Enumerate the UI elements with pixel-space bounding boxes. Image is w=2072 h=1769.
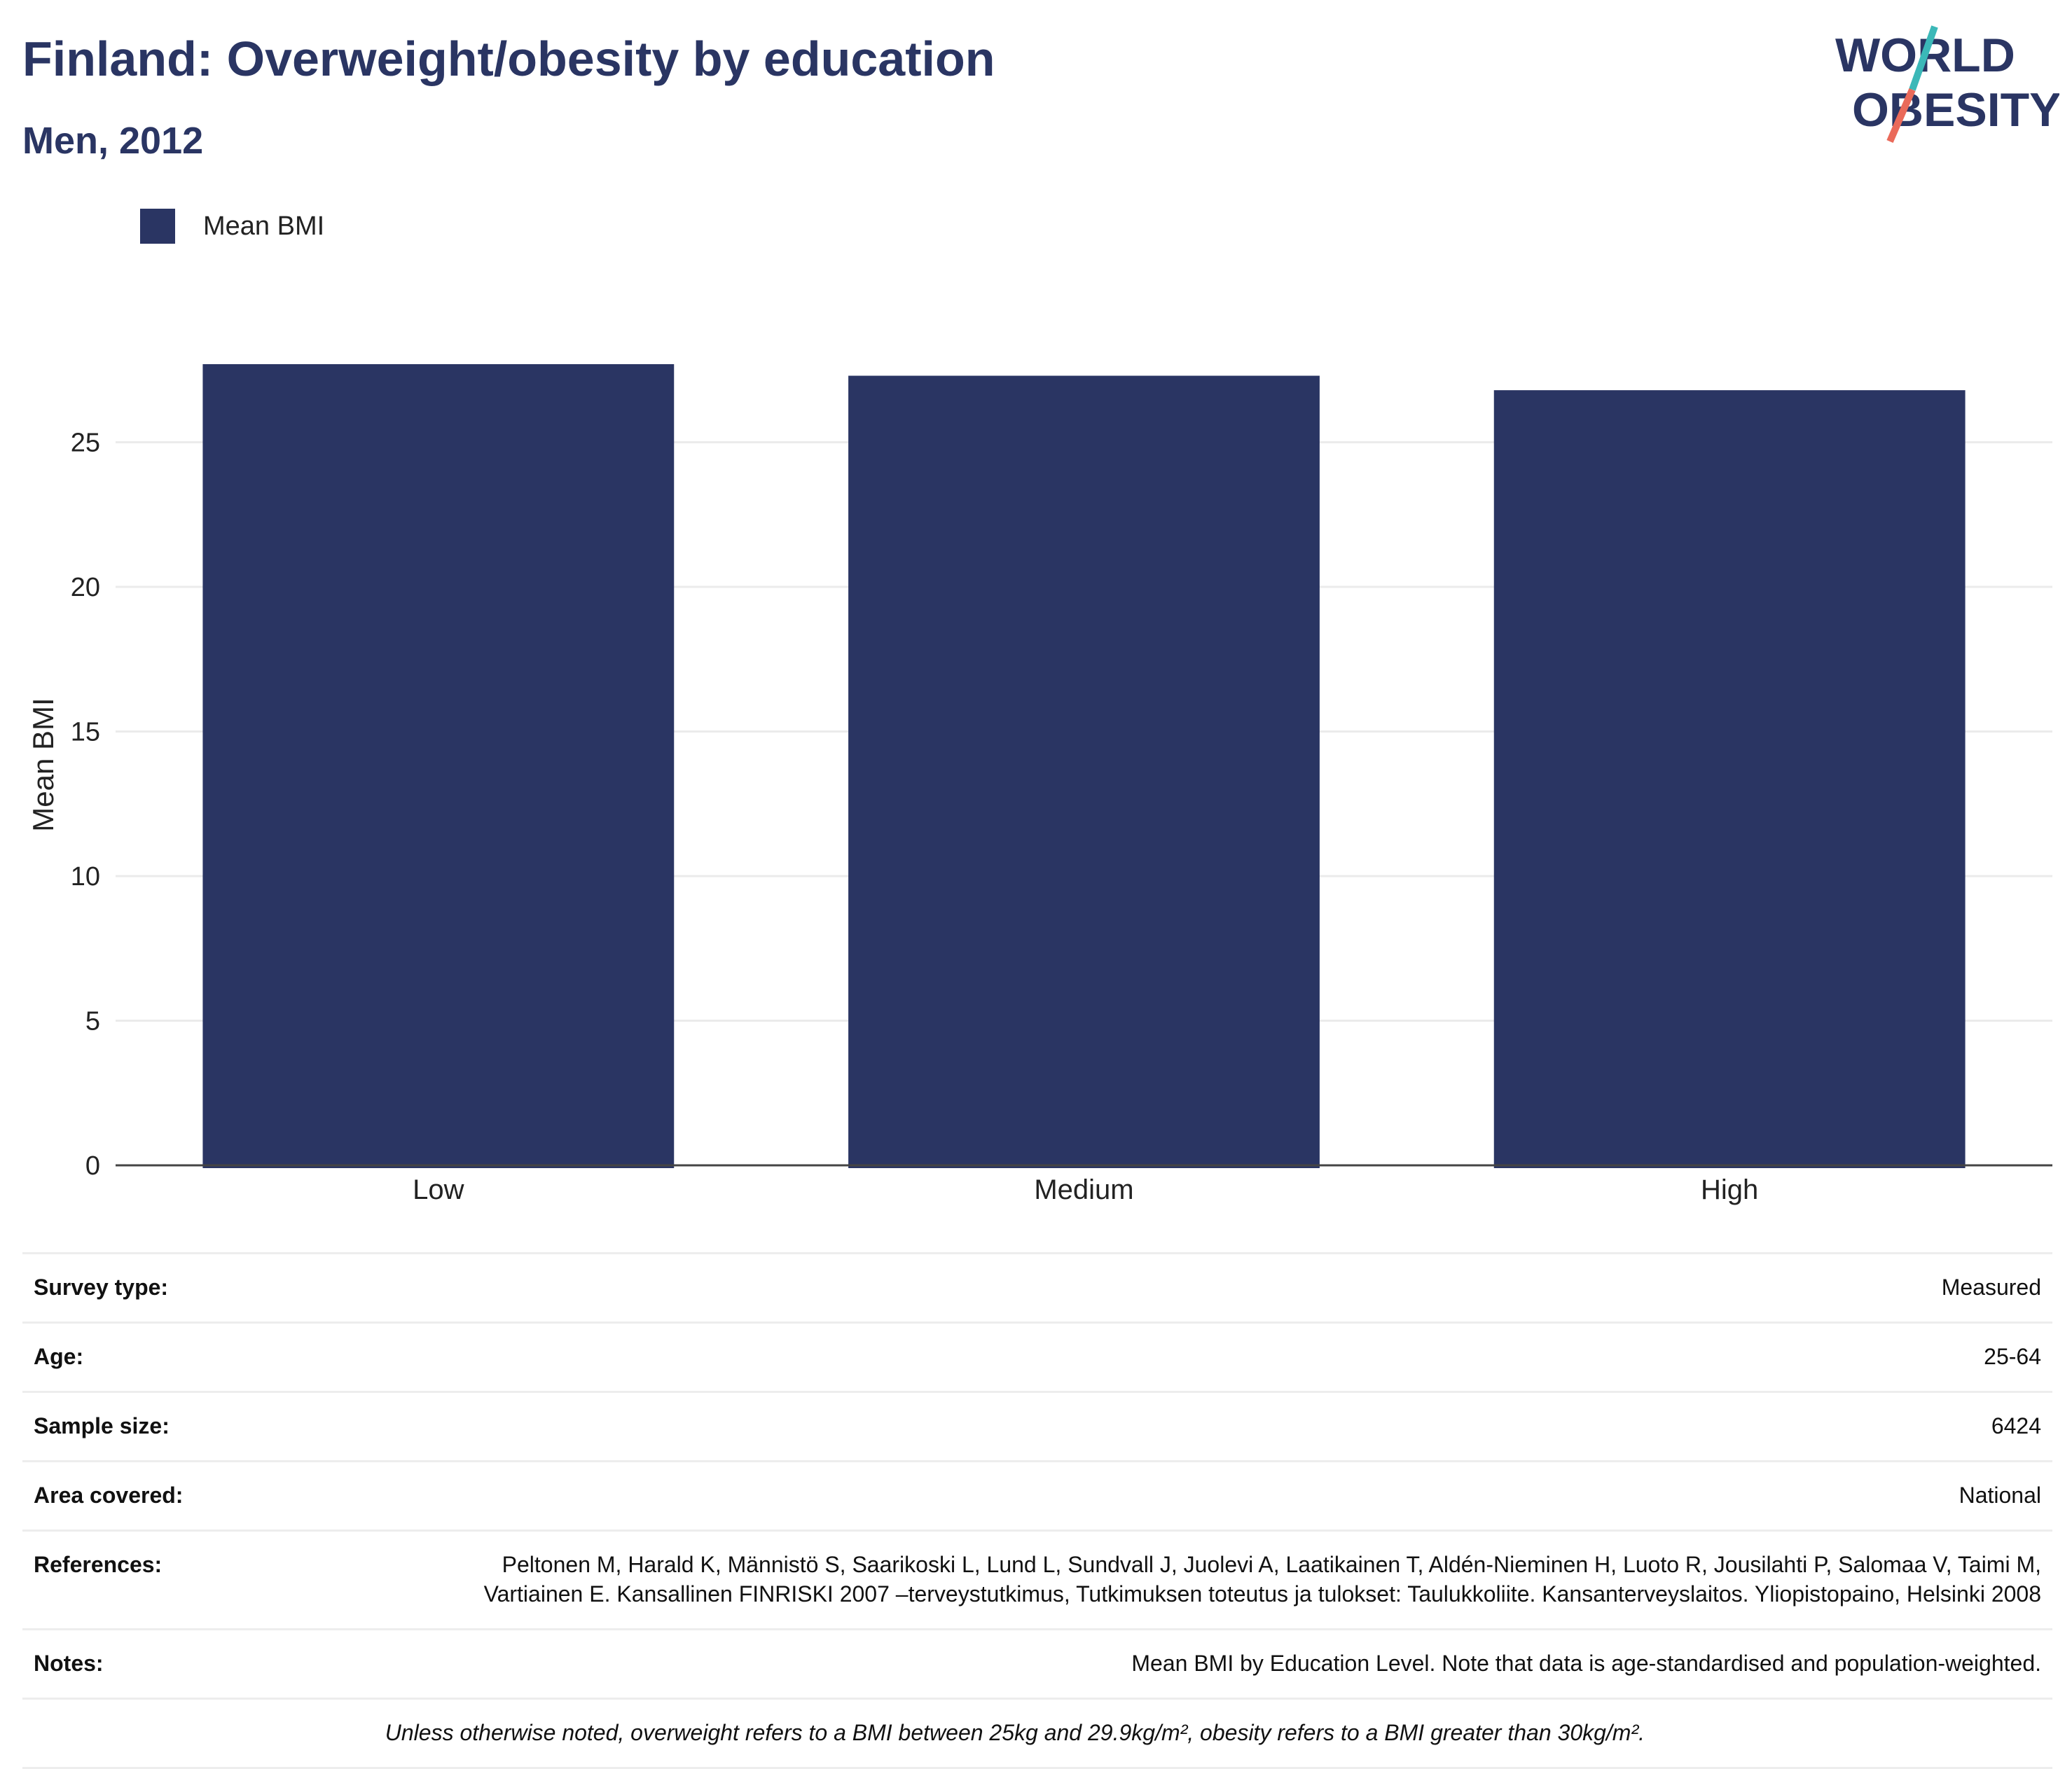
logo-text-obesity: OBESITY	[1852, 83, 2059, 137]
logo-slash-coral	[1886, 88, 1916, 143]
bar-chart: 0 5 10 15 20 25 Low Medium High Mean BMI	[27, 364, 2052, 1205]
bar	[1493, 390, 1966, 1168]
y-tick-label: 0	[85, 1151, 100, 1181]
y-tick-label: 15	[71, 718, 100, 747]
metadata-table: Survey type: Measured Age: 25-64 Sample …	[22, 1252, 2052, 1769]
logo-slash-teal	[1909, 25, 1938, 91]
bar	[848, 375, 1320, 1169]
meta-key: References:	[34, 1552, 163, 1577]
chart-subtitle: Men, 2012	[22, 120, 204, 162]
meta-row-age: Age: 25-64	[22, 1321, 2052, 1391]
y-tick-label: 25	[71, 429, 100, 458]
meta-value: Peltonen M, Harald K, Männistö S, Saarik…	[483, 1552, 2041, 1607]
meta-row-notes: Notes: Mean BMI by Education Level. Note…	[22, 1628, 2052, 1698]
meta-row-references: References: Peltonen M, Harald K, Männis…	[22, 1529, 2052, 1628]
meta-key: Sample size:	[34, 1413, 170, 1438]
chart-legend: Mean BMI	[140, 209, 324, 244]
bar	[202, 364, 675, 1168]
x-tick-label: Low	[413, 1174, 464, 1205]
meta-key: Age:	[34, 1344, 84, 1369]
meta-key: Area covered:	[34, 1483, 184, 1508]
meta-value: Measured	[1941, 1275, 2041, 1300]
meta-key: Survey type:	[34, 1275, 169, 1300]
y-tick-label: 5	[85, 1007, 100, 1036]
meta-value: Mean BMI by Education Level. Note that d…	[1131, 1651, 2041, 1676]
y-axis-label: Mean BMI	[27, 698, 60, 831]
meta-row-survey-type: Survey type: Measured	[22, 1252, 2052, 1321]
y-tick-label: 20	[71, 573, 100, 602]
meta-value: National	[1959, 1483, 2041, 1508]
chart-title: Finland: Overweight/obesity by education	[22, 32, 995, 86]
meta-row-area-covered: Area covered: National	[22, 1460, 2052, 1529]
x-tick-label: Medium	[1034, 1174, 1133, 1205]
meta-row-footnote: Unless otherwise noted, overweight refer…	[22, 1698, 2052, 1769]
world-obesity-logo: WORLD OBESITY	[1835, 25, 2059, 143]
x-tick-label: High	[1701, 1174, 1758, 1205]
y-tick-label: 10	[71, 862, 100, 892]
meta-value: 6424	[1991, 1413, 2041, 1438]
meta-value: 25-64	[1984, 1344, 2041, 1369]
legend-swatch	[140, 209, 175, 244]
legend-label: Mean BMI	[203, 211, 325, 241]
meta-key: Notes:	[34, 1651, 104, 1676]
footnote: Unless otherwise noted, overweight refer…	[385, 1720, 1645, 1745]
meta-row-sample-size: Sample size: 6424	[22, 1391, 2052, 1460]
